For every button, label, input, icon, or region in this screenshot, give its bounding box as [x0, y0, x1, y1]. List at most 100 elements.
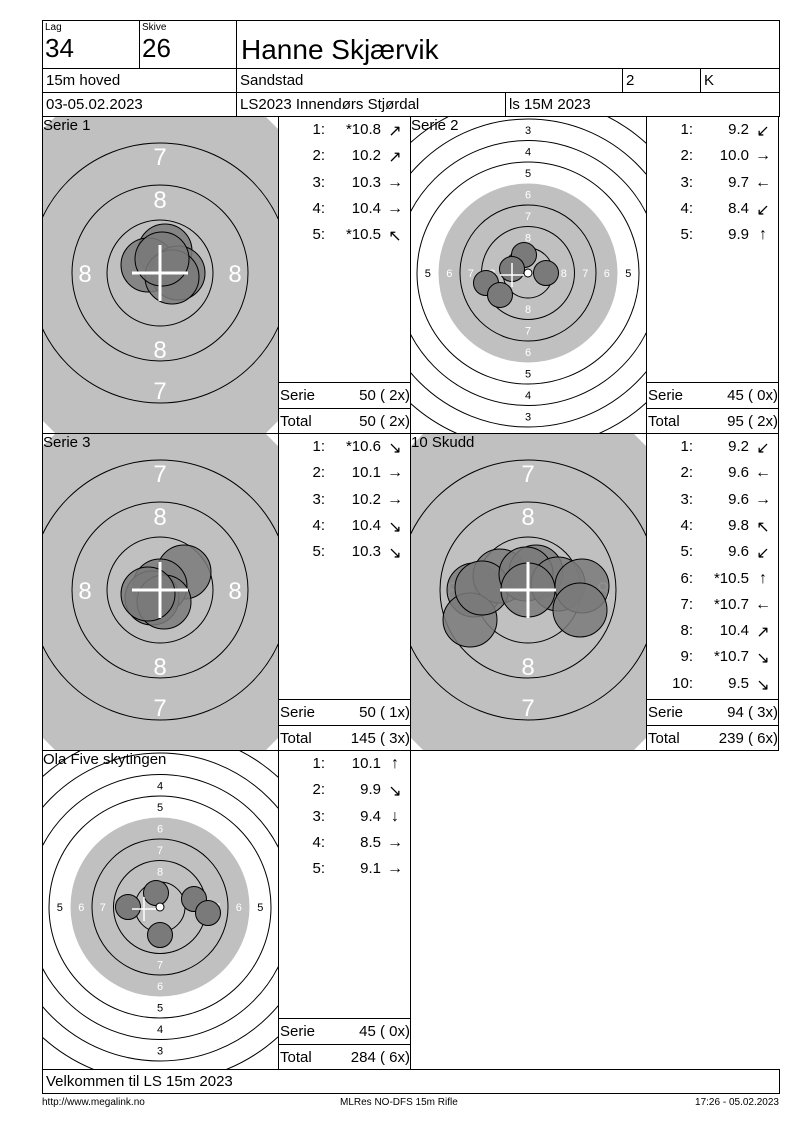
- shot-hole: [134, 231, 190, 287]
- ring-number: 3: [525, 411, 531, 423]
- ring-number: 7: [153, 461, 166, 488]
- ring-number: 7: [100, 902, 106, 914]
- target-ring: [411, 459, 646, 721]
- ring-number: 5: [157, 1002, 163, 1014]
- total-label: Total: [280, 1049, 312, 1066]
- shot-score: 9.9: [360, 781, 381, 799]
- shot-score: 10.4: [351, 516, 381, 534]
- target-ring: [71, 184, 249, 362]
- total-row: Total 95 ( 2x): [646, 408, 779, 435]
- shot-score: 9.1: [360, 860, 381, 878]
- shot-score: 9.4: [360, 807, 381, 825]
- shot-number: 4:: [680, 199, 693, 217]
- shot-row: 1: 9.2 ↙: [647, 438, 780, 458]
- direction-arrow-icon: ↘: [388, 518, 402, 536]
- direction-arrow-icon: ↗: [388, 123, 402, 140]
- shooter-name: Hanne Skjærvik: [241, 34, 439, 65]
- target-1: 7 8 8 8 8 7 Serie 1: [42, 116, 279, 434]
- shot-hole: [147, 922, 173, 948]
- shot-score: 9.9: [728, 226, 749, 244]
- target-ring: [106, 219, 214, 327]
- serie-row: Serie 45 ( 0x): [278, 1018, 411, 1045]
- total-label: Total: [648, 730, 680, 747]
- shot-score: 10.0: [719, 147, 749, 165]
- ring-number: 8: [153, 504, 166, 531]
- shot-score: 9.6: [728, 543, 749, 561]
- ring-number: 6: [525, 347, 531, 359]
- shot-number: 2:: [680, 147, 693, 165]
- ring-number: 7: [521, 695, 534, 722]
- shot-number: 2:: [312, 464, 325, 482]
- direction-arrow-icon: ↑: [759, 226, 767, 244]
- direction-arrow-icon: ↙: [756, 440, 770, 457]
- serie-row: Serie 50 ( 1x): [278, 699, 411, 726]
- shot-row: 1: 9.2 ↙: [647, 121, 780, 141]
- direction-arrow-icon: ←: [755, 173, 771, 191]
- serie-label: Serie: [648, 387, 684, 404]
- ring-number: 5: [525, 368, 531, 380]
- shot-row: 3: 10.2 →: [279, 491, 412, 511]
- serie-row: Serie 94 ( 3x): [646, 699, 779, 726]
- event: LS2023 Innendørs Stjørdal: [236, 92, 506, 117]
- target-ring: [411, 118, 646, 428]
- shot-row: 5: *10.5 ↖: [279, 226, 412, 246]
- target-ring: [43, 774, 278, 1040]
- shot-number: 2:: [680, 464, 693, 482]
- ring-number: 4: [157, 1024, 163, 1036]
- ring-number: 7: [582, 268, 588, 280]
- shot-score: 9.6: [728, 490, 749, 508]
- shot-row: 3: 9.6 →: [647, 491, 780, 511]
- shot-number: 4:: [312, 833, 325, 851]
- ten-ring: [155, 902, 165, 912]
- shot-list: 1: 9.2 ↙ 2: 9.6 ← 3: 9.6 → 4: 9.8 ↖ 5: 9.6 ↙ 6: *10.5 ↑ 7:…: [646, 433, 779, 751]
- shot-row: 5: 9.1 →: [279, 860, 412, 880]
- direction-arrow-icon: ↘: [388, 440, 402, 457]
- class: 15m hoved: [42, 68, 237, 93]
- serie-row: Serie 45 ( 0x): [646, 382, 779, 409]
- shot-row: 3: 9.4 ↓: [279, 808, 412, 828]
- ring-number: 7: [468, 268, 474, 280]
- ring-number: 3: [525, 125, 531, 137]
- footer-url[interactable]: http://www.megalink.no: [42, 1097, 145, 1108]
- shot-row: 2: 10.2 ↗: [279, 147, 412, 167]
- shot-row: 8: 10.4 ↗: [647, 622, 780, 642]
- total-label: Total: [280, 730, 312, 747]
- shot-number: 8:: [680, 622, 693, 640]
- target-ring: [91, 838, 229, 976]
- shot-number: 10:: [672, 674, 693, 692]
- ring-number: 6: [525, 189, 531, 201]
- ring-number: 6: [157, 981, 163, 993]
- direction-arrow-icon: ↓: [391, 807, 399, 825]
- ring-number: 7: [153, 378, 166, 405]
- shot-score: 8.5: [360, 833, 381, 851]
- shot-list: 1: *10.6 ↘ 2: 10.1 → 3: 10.2 → 4: 10.4 ↘ 5: 10.3 ↘ Seri…: [278, 433, 411, 751]
- target-ring: [439, 501, 617, 679]
- target-3: 7 8 8 8 8 7 Serie 3: [42, 433, 279, 751]
- shot-number: 1:: [312, 438, 325, 455]
- ring-number: 8: [153, 337, 166, 364]
- total-score: 145 ( 3x): [350, 730, 410, 747]
- ring-number: 6: [157, 823, 163, 835]
- shot-row: 10: 9.5 ↘: [647, 675, 780, 695]
- total-row: Total 50 ( 2x): [278, 408, 411, 435]
- total-score: 50 ( 2x): [359, 413, 410, 430]
- shot-row: 4: 9.8 ↖: [647, 517, 780, 537]
- target-ring: [459, 204, 597, 342]
- ring-number: 8: [525, 232, 531, 244]
- panel-title: 10 Skudd: [411, 434, 475, 451]
- ring-number: 7: [521, 461, 534, 488]
- direction-arrow-icon: ↗: [756, 624, 770, 642]
- ring-number: 7: [157, 959, 163, 971]
- lag-value: 34: [45, 33, 74, 63]
- shot-number: 1:: [680, 438, 693, 455]
- ring-number: 8: [228, 578, 241, 605]
- shot-number: 5:: [680, 226, 693, 244]
- shot-row: 6: *10.5 ↑: [647, 570, 780, 590]
- shot-row: 3: 9.7 ←: [647, 174, 780, 194]
- shot-score: *10.7: [713, 595, 749, 613]
- panel-title: Ola Five skytingen: [43, 751, 167, 768]
- shot-row: 2: 10.1 →: [279, 464, 412, 484]
- target-ring: [48, 795, 272, 1019]
- footer-software: MLRes NO-DFS 15m Rifle: [340, 1097, 458, 1108]
- shot-row: 9: *10.7 ↘: [647, 648, 780, 668]
